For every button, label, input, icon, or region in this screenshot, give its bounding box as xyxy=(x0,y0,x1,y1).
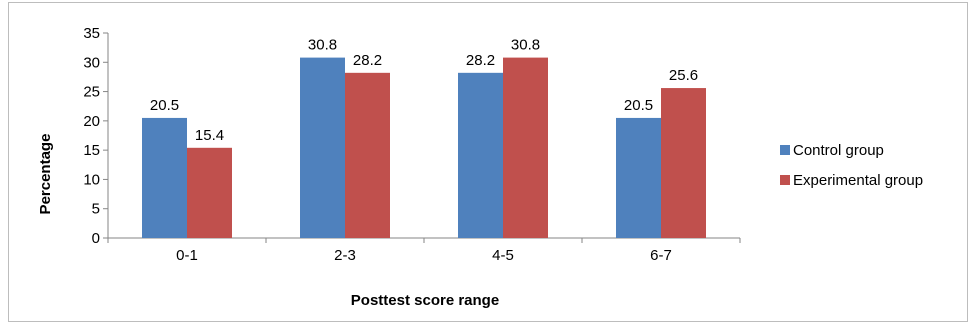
x-tick-label: 4-5 xyxy=(492,247,514,264)
bar-experimental-0-1 xyxy=(187,147,232,238)
legend-swatch xyxy=(780,145,790,155)
x-tick-label: 6-7 xyxy=(650,247,672,264)
x-tick-label: 2-3 xyxy=(334,247,356,264)
x-axis: 0-1 2-3 4-5 6-7 xyxy=(107,237,741,264)
y-axis-title: Percentage xyxy=(37,134,54,215)
legend: Control group Experimental group xyxy=(780,142,923,189)
x-axis-title: Posttest score range xyxy=(351,292,499,309)
bar-experimental-6-7 xyxy=(661,88,706,238)
legend-label: Experimental group xyxy=(793,172,923,189)
bars xyxy=(142,57,706,238)
bar-control-6-7 xyxy=(616,117,661,238)
bar-experimental-4-5 xyxy=(503,57,548,238)
legend-swatch xyxy=(780,175,790,185)
legend-label: Control group xyxy=(793,142,884,159)
data-label: 28.2 xyxy=(466,52,495,69)
bar-experimental-2-3 xyxy=(345,72,390,238)
bar-control-2-3 xyxy=(300,57,345,238)
data-label: 30.8 xyxy=(511,37,540,54)
y-tick-label: 30 xyxy=(83,54,100,71)
data-label: 25.6 xyxy=(669,67,698,84)
y-tick-label: 15 xyxy=(83,142,100,159)
y-tick-label: 35 xyxy=(83,25,100,42)
y-axis: 0 5 10 15 20 25 30 35 xyxy=(83,25,109,247)
bar-control-0-1 xyxy=(142,117,187,238)
y-tick-label: 5 xyxy=(92,201,100,218)
data-label: 30.8 xyxy=(308,37,337,54)
y-tick-label: 10 xyxy=(83,171,100,188)
data-label: 15.4 xyxy=(195,127,224,144)
data-label: 20.5 xyxy=(150,97,179,114)
data-labels: 20.5 15.4 30.8 28.2 28.2 30.8 20.5 25.6 xyxy=(150,37,698,144)
y-tick-label: 25 xyxy=(83,84,100,101)
y-tick-label: 0 xyxy=(92,230,100,247)
y-tick-label: 20 xyxy=(83,113,100,130)
data-label: 28.2 xyxy=(353,52,382,69)
data-label: 20.5 xyxy=(624,97,653,114)
bar-control-4-5 xyxy=(458,72,503,238)
x-tick-label: 0-1 xyxy=(176,247,198,264)
